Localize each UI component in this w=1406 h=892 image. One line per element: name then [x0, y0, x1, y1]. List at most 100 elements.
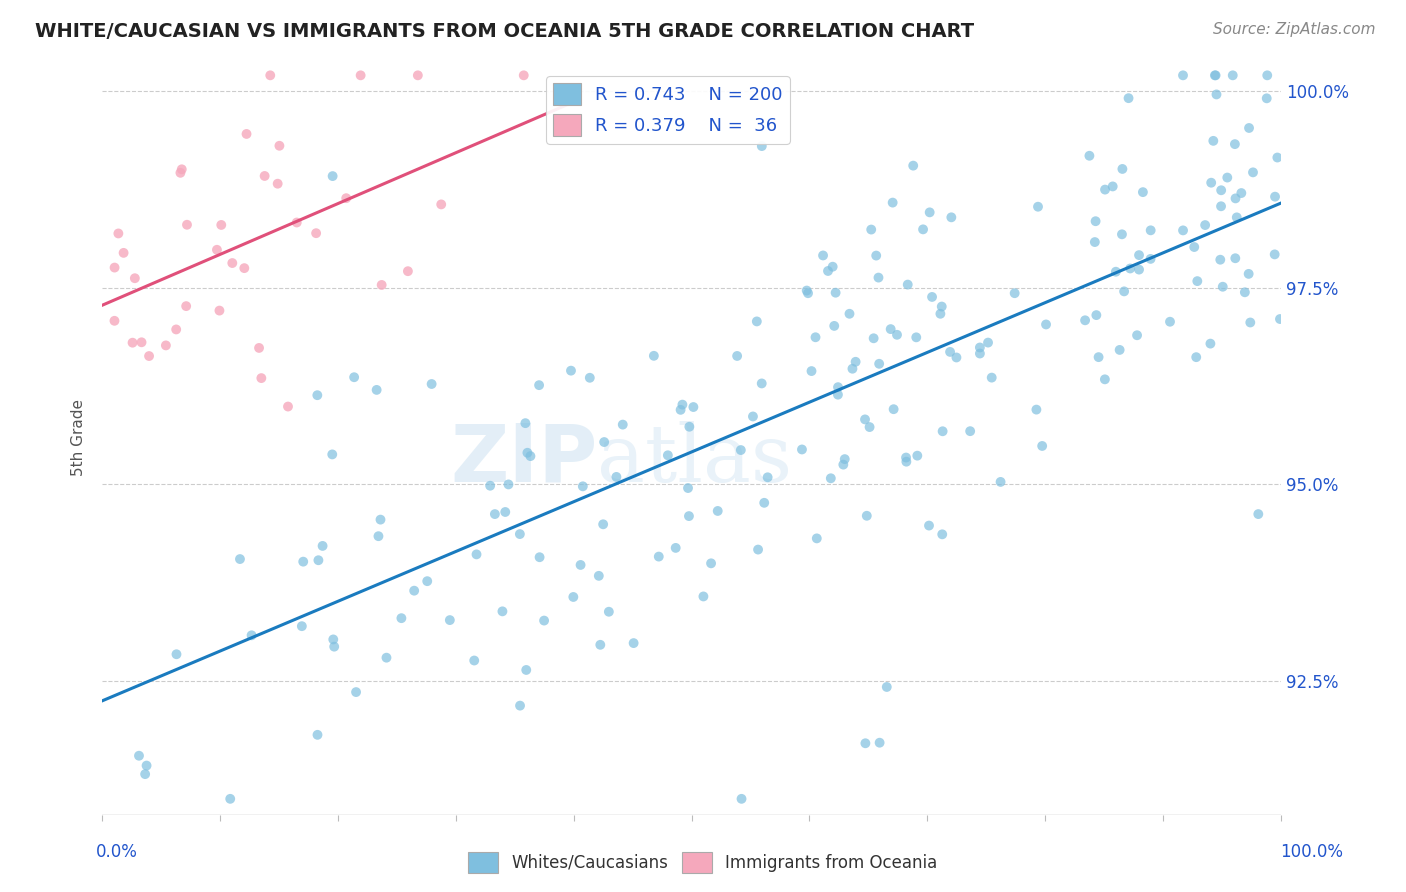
Point	[1094, 372, 1116, 386]
Point	[529, 550, 551, 565]
Point	[811, 248, 834, 262]
Point	[277, 400, 299, 414]
Point	[896, 455, 918, 469]
Point	[176, 218, 198, 232]
Point	[832, 458, 855, 472]
Point	[138, 349, 160, 363]
Point	[903, 159, 925, 173]
Point	[509, 527, 531, 541]
Point	[700, 557, 723, 571]
Point	[1119, 261, 1142, 276]
Point	[322, 169, 344, 183]
Point	[519, 449, 541, 463]
Point	[1114, 285, 1136, 299]
Point	[375, 650, 398, 665]
Point	[107, 227, 129, 241]
Point	[370, 277, 392, 292]
Point	[969, 341, 991, 355]
Point	[1268, 312, 1291, 326]
Point	[1211, 183, 1233, 197]
Point	[321, 447, 343, 461]
Point	[1105, 265, 1128, 279]
Point	[905, 330, 928, 344]
Point	[250, 371, 273, 385]
Point	[598, 605, 620, 619]
Point	[751, 139, 773, 153]
Point	[1118, 91, 1140, 105]
Point	[841, 361, 863, 376]
Point	[533, 614, 555, 628]
Point	[1209, 252, 1232, 267]
Point	[1212, 279, 1234, 293]
Point	[860, 222, 883, 236]
Point	[730, 443, 752, 458]
Point	[751, 376, 773, 391]
Point	[1194, 218, 1216, 232]
Point	[834, 452, 856, 467]
Point	[135, 758, 157, 772]
Point	[648, 549, 671, 564]
Point	[389, 611, 412, 625]
Point	[1074, 313, 1097, 327]
Point	[1239, 316, 1261, 330]
Point	[1205, 68, 1227, 82]
Legend: Whites/Caucasians, Immigrants from Oceania: Whites/Caucasians, Immigrants from Ocean…	[461, 846, 945, 880]
Point	[396, 264, 419, 278]
Point	[269, 138, 291, 153]
Point	[1209, 199, 1232, 213]
Point	[941, 211, 963, 225]
Point	[165, 322, 187, 336]
Point	[266, 177, 288, 191]
Point	[484, 507, 506, 521]
Point	[1085, 308, 1108, 322]
Point	[797, 286, 820, 301]
Point	[853, 412, 876, 426]
Point	[1031, 439, 1053, 453]
Text: WHITE/CAUCASIAN VS IMMIGRANTS FROM OCEANIA 5TH GRADE CORRELATION CHART: WHITE/CAUCASIAN VS IMMIGRANTS FROM OCEAN…	[35, 22, 974, 41]
Point	[155, 338, 177, 352]
Point	[208, 303, 231, 318]
Point	[229, 552, 252, 566]
Point	[682, 400, 704, 414]
Point	[1225, 191, 1247, 205]
Point	[879, 322, 901, 336]
Point	[1171, 223, 1194, 237]
Point	[676, 481, 699, 495]
Point	[233, 261, 256, 276]
Point	[1111, 227, 1133, 242]
Text: ZIP: ZIP	[450, 421, 598, 499]
Point	[790, 442, 813, 457]
Point	[439, 613, 461, 627]
Point	[513, 68, 536, 82]
Point	[754, 496, 776, 510]
Point	[1128, 248, 1150, 262]
Point	[1199, 336, 1222, 351]
Point	[404, 583, 426, 598]
Text: Source: ZipAtlas.com: Source: ZipAtlas.com	[1212, 22, 1375, 37]
Point	[1199, 176, 1222, 190]
Point	[170, 162, 193, 177]
Point	[605, 470, 627, 484]
Point	[821, 260, 844, 274]
Point	[756, 470, 779, 484]
Point	[515, 416, 537, 430]
Point	[307, 728, 329, 742]
Point	[1035, 318, 1057, 332]
Point	[931, 527, 953, 541]
Point	[845, 355, 868, 369]
Point	[945, 351, 967, 365]
Point	[824, 285, 846, 300]
Point	[1026, 200, 1049, 214]
Point	[868, 270, 890, 285]
Point	[858, 420, 880, 434]
Point	[882, 195, 904, 210]
Point	[817, 264, 839, 278]
Point	[1087, 350, 1109, 364]
Point	[918, 205, 941, 219]
Y-axis label: 5th Grade: 5th Grade	[72, 399, 86, 475]
Point	[876, 680, 898, 694]
Point	[929, 307, 952, 321]
Point	[205, 243, 228, 257]
Point	[643, 349, 665, 363]
Point	[1237, 267, 1260, 281]
